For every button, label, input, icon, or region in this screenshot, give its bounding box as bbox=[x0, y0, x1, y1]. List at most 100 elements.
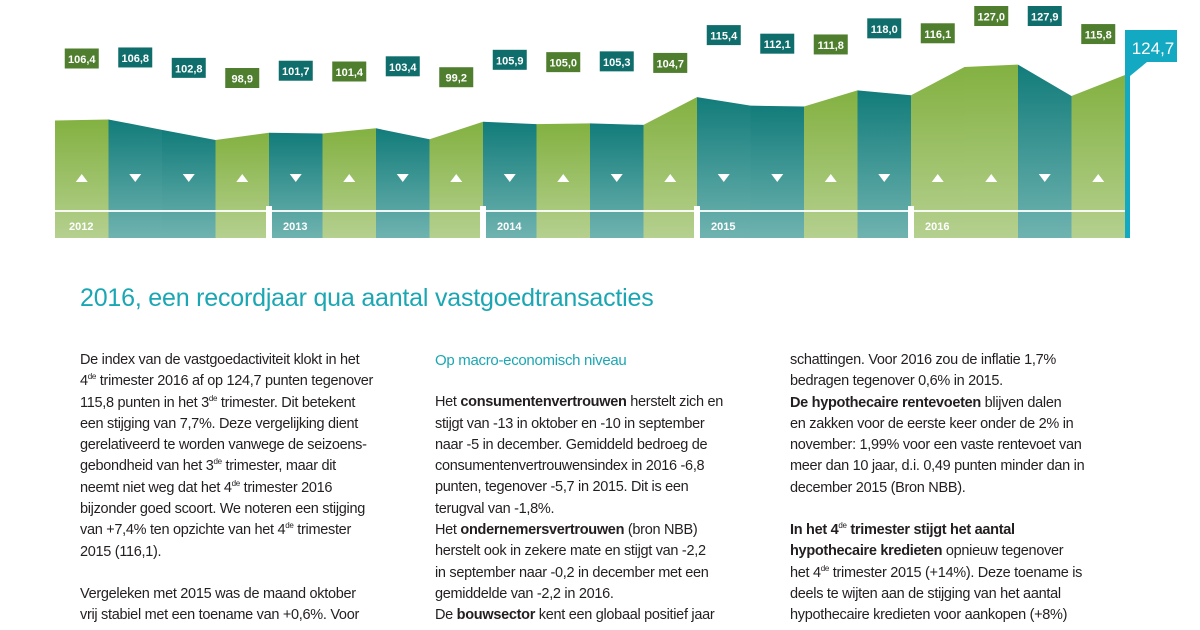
value-label: 116,1 bbox=[920, 23, 955, 44]
text-run: bijzonder goed scoort. We noteren een st… bbox=[80, 501, 365, 518]
value-label-box bbox=[332, 61, 367, 82]
bold-text: In het 4 bbox=[790, 522, 839, 539]
year-separator bbox=[266, 206, 272, 245]
chart-area-down bbox=[376, 128, 430, 238]
arrow-down-icon bbox=[771, 174, 784, 182]
paragraph: In het 4de trimester stijgt het aantal hy… bbox=[790, 520, 1120, 626]
arrow-up-icon bbox=[664, 174, 677, 182]
value-label-text: 106,8 bbox=[121, 53, 149, 65]
value-label-box bbox=[118, 47, 153, 68]
chart-area-up bbox=[911, 66, 965, 238]
text-run: opnieuw tegenover bbox=[942, 543, 1064, 560]
text-run: trimester, maar dit bbox=[221, 458, 337, 475]
superscript: de bbox=[285, 521, 294, 531]
text-run: meer dan 10 jaar, d.i. 0,49 punten minde… bbox=[790, 458, 1085, 475]
bold-text: De hypothecaire rentevoeten bbox=[790, 394, 981, 411]
text-run: november: 1,99% voor een vaste rentevoet… bbox=[790, 437, 1082, 454]
superscript: de bbox=[838, 521, 847, 531]
text-run: een stijging van 7,7%. Deze vergelijking… bbox=[80, 415, 358, 432]
year-label: 2012 bbox=[69, 221, 93, 233]
value-label-text: 104,7 bbox=[656, 58, 684, 70]
value-label-box bbox=[1027, 6, 1062, 26]
year-label: 2013 bbox=[283, 221, 307, 233]
paragraph: schattingen. Voor 2016 zou de inflatie 1… bbox=[790, 350, 1120, 499]
value-label: 105,3 bbox=[599, 51, 634, 72]
text-run: trimester 2015 (+14%). Deze toename is bbox=[829, 564, 1083, 581]
value-label: 104,7 bbox=[653, 52, 688, 73]
chart-area-up bbox=[215, 132, 269, 238]
value-label-text: 105,0 bbox=[549, 58, 577, 70]
text-run: De index van de vastgoedactiviteit klokt… bbox=[80, 352, 360, 368]
value-label-text: 101,7 bbox=[282, 66, 310, 78]
text-run: hypothecaire kredieten voor aankopen (+8… bbox=[790, 607, 1068, 624]
text-run: 2015 (116,1). bbox=[80, 543, 162, 560]
text-run: vrij stabiel met een toename van +0,6%. … bbox=[80, 607, 359, 624]
arrow-up-icon bbox=[75, 174, 88, 182]
value-label-box bbox=[599, 51, 634, 72]
chart-area-up bbox=[643, 97, 697, 238]
superscript: de bbox=[87, 372, 97, 382]
chart-area-down bbox=[750, 105, 804, 239]
value-label: 112,1 bbox=[760, 33, 795, 54]
chart-area-up bbox=[804, 90, 858, 238]
value-label-text: 118,0 bbox=[871, 24, 898, 36]
text-run: deels te wijten aan de stijging van het … bbox=[790, 585, 1061, 602]
text-run: trimester. Dit betekent bbox=[217, 394, 356, 411]
value-label-text: 106,4 bbox=[68, 54, 96, 66]
text-run: bedragen tegenover 0,6% in 2015. bbox=[790, 373, 1003, 390]
arrow-down-icon bbox=[182, 174, 195, 182]
value-label: 111,8 bbox=[813, 34, 848, 55]
final-value-text: 124,7 bbox=[1132, 39, 1175, 58]
value-label-text: 115,8 bbox=[1085, 30, 1112, 42]
value-label-text: 99,2 bbox=[446, 73, 467, 85]
arrow-down-icon bbox=[717, 174, 730, 182]
value-label-box bbox=[546, 52, 581, 73]
value-label-box bbox=[974, 6, 1009, 26]
arrow-up-icon bbox=[985, 174, 998, 182]
arrow-up-icon bbox=[824, 174, 837, 182]
arrow-down-icon bbox=[878, 174, 891, 182]
paragraph: Het consumentenvertrouwen herstelt zich … bbox=[435, 392, 755, 626]
value-label: 127,9 bbox=[1027, 6, 1062, 26]
text-run: gebondheid van het 3 bbox=[80, 458, 214, 475]
text-run: 115,8 punten in het 3 bbox=[80, 394, 209, 411]
value-label-text: 102,8 bbox=[175, 63, 203, 75]
text-run: naar -5 in december. Gemiddeld bedroeg d… bbox=[435, 436, 708, 453]
text-run: gerelativeerd te worden vanwege de seizo… bbox=[80, 437, 367, 454]
chart-arrows bbox=[75, 174, 1105, 182]
article-column-2: Op macro-economisch niveau Het consument… bbox=[435, 350, 755, 627]
value-label-box bbox=[760, 33, 795, 54]
text-run: terugval van -1,8%. bbox=[435, 500, 555, 517]
chart-area-up bbox=[964, 64, 1018, 238]
text-run: schattingen. Voor 2016 zou de inflatie 1… bbox=[790, 352, 1057, 368]
arrow-up-icon bbox=[931, 174, 944, 182]
value-label-box bbox=[64, 48, 99, 69]
text-run: kent een globaal positief jaar bbox=[535, 607, 715, 624]
text-run: stijgt van -13 in oktober en -10 in sept… bbox=[435, 415, 705, 432]
value-label-box bbox=[278, 60, 313, 81]
arrow-down-icon bbox=[1038, 174, 1051, 182]
text-run: blijven dalen bbox=[980, 394, 1062, 411]
text-run: punten, tegenover -5,7 in 2015. Dit is e… bbox=[435, 479, 689, 496]
value-label-box bbox=[492, 49, 527, 70]
text-run: gemiddelde van -2,2 in 2016. bbox=[435, 585, 614, 602]
value-label-box bbox=[225, 68, 260, 88]
text-run: trimester 2016 af op 124,7 punten tegeno… bbox=[96, 373, 374, 390]
year-separator bbox=[694, 206, 700, 245]
year-label: 2015 bbox=[711, 221, 735, 233]
superscript: de bbox=[820, 563, 830, 573]
value-label-box bbox=[867, 18, 902, 39]
year-separator bbox=[480, 206, 486, 245]
value-label: 105,9 bbox=[492, 49, 527, 70]
value-label-box bbox=[920, 23, 955, 44]
arrow-up-icon bbox=[450, 174, 463, 182]
chart-baseline bbox=[55, 206, 1125, 245]
text-run: Het bbox=[435, 522, 461, 539]
value-label-text: 127,0 bbox=[977, 12, 1005, 24]
chart-area-up bbox=[1071, 75, 1125, 238]
text-run: en zakken voor de eerste keer onder de 2… bbox=[790, 415, 1074, 432]
text-run: december 2015 (Bron NBB). bbox=[790, 479, 966, 496]
chart-final-value: 124,7 bbox=[1125, 30, 1177, 238]
value-label-box bbox=[171, 57, 206, 78]
value-label-text: 105,3 bbox=[603, 57, 631, 69]
